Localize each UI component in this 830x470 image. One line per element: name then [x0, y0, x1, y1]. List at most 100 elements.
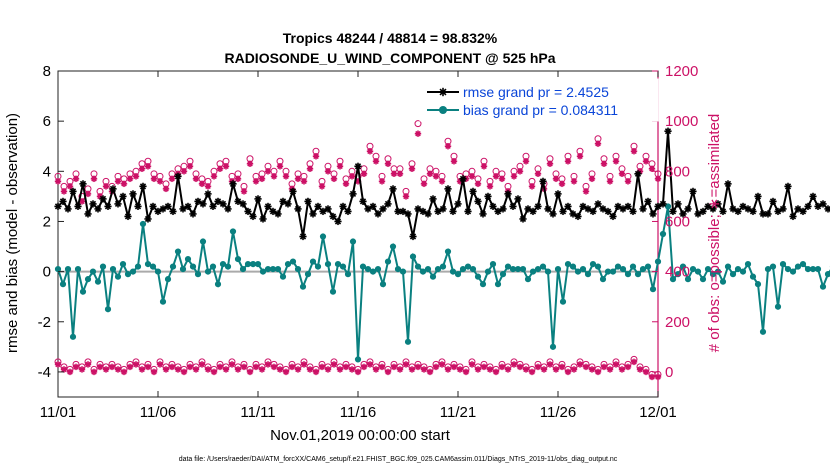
obs-assimilated-marker: [120, 368, 128, 376]
rmse-point: [129, 190, 137, 198]
rmse-point: [64, 205, 72, 213]
axis-ticks: 11/01 11/06 11/11 11/16 11/21 11/26 12/01 -4 -2 0…: [38, 63, 699, 421]
x-tick-label: 11/16: [340, 404, 376, 421]
obs-assimilated-marker-stroke: [559, 181, 565, 187]
rmse-point: [74, 202, 82, 211]
obs-assimilated-marker: [174, 366, 182, 373]
rmse-point: [379, 205, 387, 213]
obs-assimilated-marker: [216, 165, 224, 172]
rmse-point-stroke: [504, 190, 512, 197]
obs-assimilated-marker-stroke: [169, 176, 175, 182]
bias-point: [134, 263, 142, 270]
obs-assimilated-marker-stroke: [475, 366, 481, 373]
obs-assimilated-marker-stroke: [97, 364, 103, 370]
bias-point: [674, 271, 682, 278]
x-tick-label: 11/01: [40, 404, 76, 421]
rmse-point: [274, 210, 282, 218]
rmse-point: [514, 195, 522, 203]
bias-point: [609, 268, 617, 275]
obs-assimilated-marker: [252, 363, 260, 371]
rmse-point-stroke: [434, 208, 442, 215]
rmse-point-stroke: [279, 198, 287, 205]
obs-assimilated-marker-stroke: [547, 160, 553, 167]
obs-assimilated-marker: [300, 178, 308, 185]
bias-point: [559, 298, 567, 305]
y-tick-label-left: 0: [43, 264, 51, 281]
obs-assimilated-marker-stroke: [493, 369, 499, 375]
obs-assimilated-marker-stroke: [217, 364, 223, 370]
obs-assimilated-marker: [378, 363, 386, 371]
rmse-point-stroke: [209, 203, 217, 210]
obs-assimilated-marker-stroke: [451, 158, 457, 165]
obs-assimilated-marker: [360, 170, 368, 178]
bias-point: [114, 273, 122, 280]
rmse-point-stroke: [439, 205, 447, 213]
y-axis-label-right: # of obs: o=possible; ∗=assimilated: [706, 114, 723, 353]
obs-assimilated-marker: [546, 361, 554, 368]
bias-point: [254, 260, 262, 268]
rmse-point-stroke: [494, 208, 502, 215]
obs-assimilated-marker-stroke: [331, 361, 337, 368]
bias-point: [599, 276, 607, 283]
rmse-point-stroke: [334, 218, 342, 225]
obs-assimilated-marker-stroke: [211, 369, 217, 375]
obs-assimilated-marker-stroke: [505, 366, 511, 373]
rmse-point-stroke: [399, 208, 407, 215]
bias-point: [259, 268, 267, 275]
obs-assimilated-marker: [78, 366, 86, 373]
bias-point: [109, 266, 117, 273]
obs-assimilated-marker: [150, 175, 158, 183]
rmse-point: [669, 207, 677, 216]
obs-assimilated-marker: [420, 366, 428, 373]
bias-point: [554, 266, 562, 273]
obs-assimilated-marker: [396, 170, 404, 178]
obs-assimilated-marker: [606, 178, 614, 185]
rmse-point: [434, 207, 442, 216]
obs-assimilated-marker-stroke: [355, 369, 361, 375]
rmse-point: [409, 232, 417, 241]
obs-assimilated-marker-stroke: [115, 178, 121, 185]
rmse-point-stroke: [689, 188, 697, 195]
obs-assimilated-marker-stroke: [379, 364, 385, 370]
rmse-point: [664, 127, 672, 135]
obs-assimilated-marker-stroke: [295, 366, 301, 373]
obs-assimilated-marker-stroke: [619, 366, 625, 373]
obs-assimilated-marker-stroke: [409, 366, 415, 373]
rmse-point-stroke: [214, 198, 222, 205]
rmse-point: [394, 207, 402, 216]
rmse-point: [69, 187, 77, 195]
rmse-point-stroke: [784, 183, 792, 190]
obs-assimilated-marker: [276, 366, 284, 373]
bias-point: [659, 230, 667, 238]
bias-point: [384, 258, 392, 265]
rmse-point: [114, 200, 122, 208]
obs-assimilated-marker-stroke: [373, 158, 379, 165]
bias-point: [189, 263, 197, 270]
obs-assimilated-marker: [138, 165, 146, 172]
rmse-point: [524, 205, 532, 213]
obs-assimilated-marker-stroke: [655, 374, 661, 380]
obs-assimilated-marker: [54, 361, 62, 368]
rmse-point: [399, 207, 407, 216]
obs-assimilated-marker: [516, 168, 524, 175]
obs-assimilated-marker-stroke: [193, 366, 199, 373]
bias-point: [774, 303, 782, 310]
obs-assimilated-marker-stroke: [385, 369, 391, 375]
bias-point: [244, 260, 252, 268]
obs-assimilated-marker-stroke: [361, 364, 367, 370]
rmse-point-stroke: [744, 205, 752, 213]
obs-assimilated-marker-stroke: [343, 364, 349, 370]
rmse-point: [194, 197, 202, 205]
obs-assimilated-marker: [378, 178, 386, 185]
rmse-point-stroke: [139, 183, 147, 190]
obs-assimilated-marker: [318, 363, 326, 371]
rmse-point: [459, 175, 467, 183]
rmse-point: [614, 202, 622, 211]
obs-assimilated-marker: [576, 361, 584, 368]
obs-assimilated-marker-stroke: [487, 183, 493, 190]
obs-assimilated-marker-stroke: [535, 364, 541, 370]
bias-point: [614, 263, 622, 270]
bias-point: [184, 255, 192, 263]
rmse-point: [424, 210, 432, 218]
rmse-point: [779, 205, 787, 213]
